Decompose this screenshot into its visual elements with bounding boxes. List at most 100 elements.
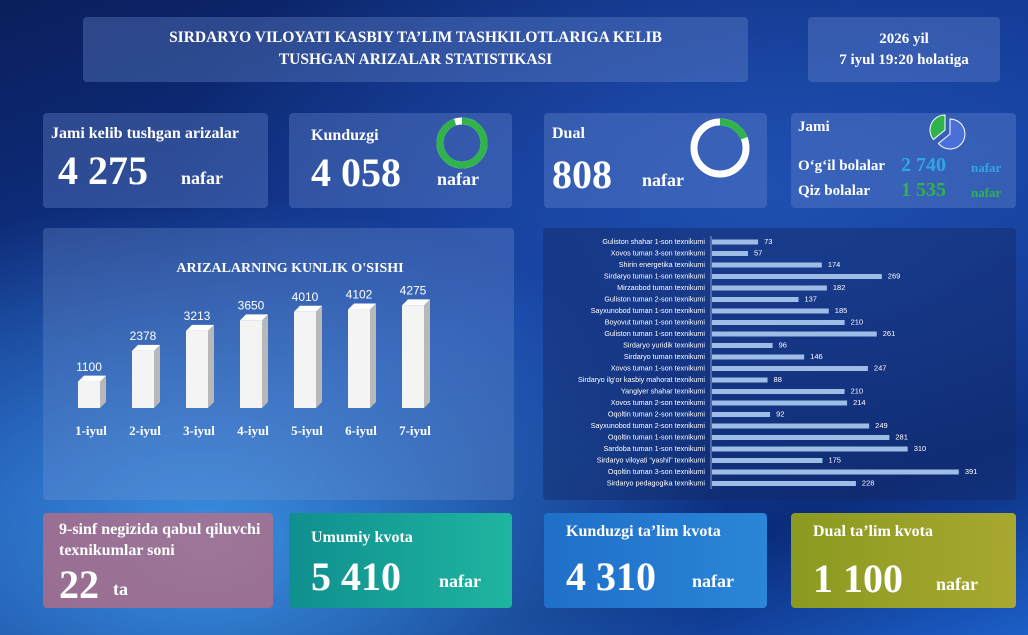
card: Dual ta’lim kvota 1 100 nafar [791,513,1016,608]
y-tick-label: Guliston tuman 1-son texnikumi [604,329,705,338]
value-label: 73 [764,237,772,246]
y-tick-label: Xovos tuman 2-son texnikumi [611,398,706,407]
card-number: 5 410 [311,554,401,599]
value-label: 269 [888,271,901,280]
card-number: 808 [552,152,612,197]
value-label: 210 [851,386,864,395]
value-label: 310 [914,444,927,453]
bar [712,320,845,325]
bar-top [240,314,268,321]
card-label: Kunduzgi ta’lim kvota [566,523,721,540]
card: Umumiy kvota 5 410 nafar [289,513,512,608]
bar [712,423,870,429]
bar [712,262,822,268]
bar [402,305,424,408]
legend-label: Qiz bolalar [798,183,871,199]
value-label: 174 [828,260,841,269]
x-tick-label: 2-iyul [129,423,161,438]
bar-side [262,314,268,408]
bar-side [154,344,160,408]
x-tick-label: 3-iyul [183,423,215,438]
card-number: 4 310 [566,554,656,599]
y-tick-label: Sirdaryo viloyati “yashil” texnikumi [597,455,706,464]
y-tick-label: Mirzaobod tuman texnikumi [617,283,705,292]
bar [712,389,845,394]
donut-arc [719,118,748,140]
y-tick-label: Sirdaryo tuman texnikumi [624,352,705,361]
bar [712,354,805,360]
card-number: 2 740 [901,154,946,176]
pie-slice [937,118,966,150]
y-tick-label: Sirdaryo yuridik texnikumi [623,340,705,349]
card-unit: nafar [936,574,978,594]
bar-top [402,299,430,306]
x-tick-label: 5-iyul [291,423,323,438]
card-number: 1 100 [813,556,903,601]
bar [240,320,262,408]
bar [712,285,827,291]
value-label: 92 [776,409,784,418]
value-label: 57 [754,248,762,257]
value-label: 3650 [238,299,265,313]
y-tick-label: Guliston shahar 1-son texnikumi [602,237,705,246]
y-tick-label: Shirin energetika texnikumi [619,260,706,269]
bar [712,446,908,452]
bar-top [132,344,160,351]
value-label: 2378 [130,329,157,343]
card-label: Dual ta’lim kvota [813,523,933,540]
card-label: 9-sinf negizida qabul qiluvchi texnikuml… [59,521,261,559]
bar [712,343,773,348]
bar-side [208,324,214,408]
card: Dual 808 nafar [544,113,767,208]
card-label: Jami [798,119,830,135]
bar-side [316,305,322,408]
y-tick-label: Xovos tuman 3-son texnikumi [611,248,706,257]
value-label: 261 [883,329,896,338]
card-unit: nafar [692,571,734,591]
y-tick-label: Xovos tuman 1-son texnikumi [611,363,706,372]
bar [712,481,856,486]
value-label: 4275 [400,284,427,298]
bar [712,251,748,256]
value-label: 175 [828,455,841,464]
bar [132,350,154,408]
y-tick-label: Oqoltin tuman 3-son texnikumi [608,467,705,476]
bar [712,274,882,279]
y-tick-label: Boyovut tuman 1-son texnikumi [605,317,706,326]
card-unit: nafar [971,160,1002,175]
bar [712,412,771,417]
x-tick-label: 7-iyul [399,423,431,438]
value-label: 96 [779,340,787,349]
card-unit: nafar [439,571,481,591]
card: 9-sinf negizida qabul qiluvchi texnikuml… [43,513,273,608]
date-line: 2026 yil [879,31,929,47]
value-label: 137 [804,294,817,303]
bar-side [100,375,106,408]
bar [294,311,316,408]
value-label: 214 [853,398,866,407]
value-label: 228 [862,478,875,487]
card-number: 4 058 [311,150,401,195]
value-label: 4102 [346,288,373,302]
bar [712,469,959,475]
bar [712,458,823,463]
bar-side [370,303,376,408]
value-label: 185 [835,306,848,315]
bar [348,309,370,408]
card: Jami O‘g‘il bolalar 2 740 nafar Qiz bola… [791,113,1016,208]
bar [712,239,759,245]
y-tick-label: Sardoba tuman 1-son texnikumi [604,444,706,453]
legend-label: O‘g‘il bolalar [798,158,886,174]
x-tick-label: 4-iyul [237,423,269,438]
header-title: SIRDARYO VILOYATI KASBIY TA’LIM TASHKILO… [83,17,748,82]
value-label: 182 [833,283,846,292]
x-tick-label: 6-iyul [345,423,377,438]
value-label: 146 [810,352,823,361]
bar [712,297,799,302]
bar [712,308,829,314]
y-tick-label: Sayxunobod tuman 2-son texnikumi [591,421,706,430]
bar [186,330,208,408]
y-tick-label: Yangiyer shahar texnikumi [621,386,706,395]
